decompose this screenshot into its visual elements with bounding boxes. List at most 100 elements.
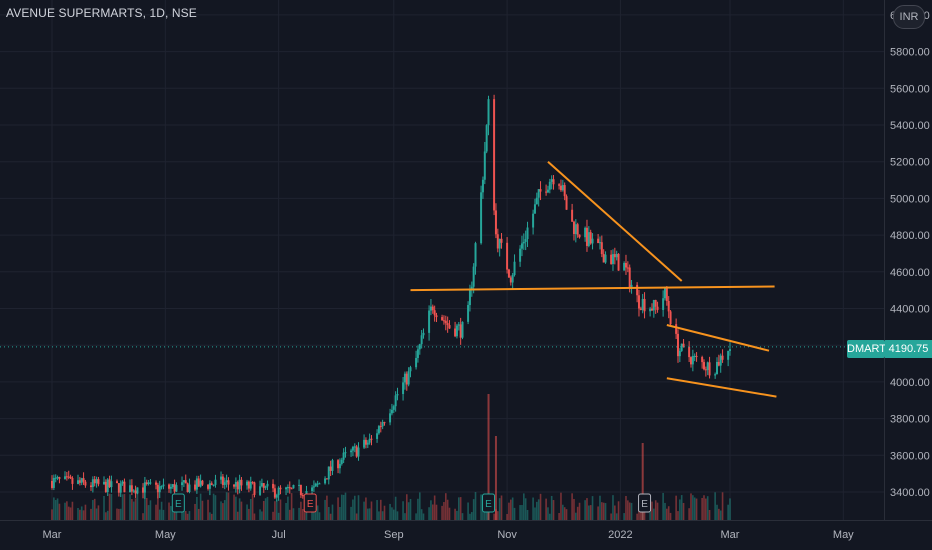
volume-bar [549,513,551,520]
volume-bar [71,501,74,520]
candle-body [207,484,210,489]
volume-bar [188,511,191,520]
candle-body [194,484,197,490]
candle-body [654,299,657,307]
candle-body [121,481,124,484]
volume-bar [207,499,209,520]
candle-body [331,460,334,471]
volume-bar [653,508,655,520]
candle-body [680,343,683,351]
volume-bar [249,498,252,520]
volume-bar [210,513,213,520]
candle-body [234,482,237,487]
candle-body [84,481,87,486]
candle-body [704,369,707,371]
candle-body [78,480,81,483]
candle-body [260,483,263,487]
price-axis[interactable]: 3400.003600.003800.004000.004200.004400.… [890,10,930,499]
candle-body [318,483,321,485]
volume-bar [108,493,111,520]
candle-body [455,325,458,337]
volume-bar [288,509,291,520]
candle-body [431,306,434,311]
candle-body [578,234,581,238]
volume-bar [448,507,451,520]
volume-bar [497,511,499,520]
candle-body [667,300,670,312]
trendline[interactable] [410,285,775,292]
earnings-marker[interactable] [638,493,652,513]
candle-body [513,261,516,276]
volume-bar [615,513,618,520]
time-axis[interactable]: Mar May Jul Sep Nov 2022 Mar May [43,529,855,541]
candle-body [602,254,605,263]
volume-bar [679,499,681,520]
candle-body [641,298,644,310]
candle-body [494,210,497,235]
candle-body [610,254,613,264]
trendlines[interactable] [410,160,777,398]
earnings-marker[interactable] [482,493,496,513]
volume-bar [510,499,512,520]
volume-bar [532,497,534,520]
volume-bar [456,510,458,520]
candle-body [80,478,83,483]
volume-bar [248,508,250,520]
volume-bar [266,496,269,520]
currency-button[interactable]: INR [893,5,925,29]
volume-bar [389,503,391,520]
volume-bar [121,494,124,520]
candle-body [444,320,447,324]
candle-body [116,481,119,484]
candle-body [383,422,386,424]
volume-bar [443,502,445,520]
last-price-badge: 4190.75 [885,340,932,358]
volume-bar [714,492,716,520]
volume-bar [415,513,417,520]
trendline[interactable] [666,377,777,398]
volume-bar [417,498,419,520]
volume-bar [66,501,68,520]
earnings-marker[interactable] [171,493,185,513]
candle-body [329,466,332,471]
trendline[interactable] [666,324,770,352]
trendline[interactable] [547,160,683,282]
volume-bar [677,511,679,520]
candle-body [572,221,575,235]
candle-body [587,232,590,246]
volume-bar [506,513,508,520]
volume-bar [513,507,516,520]
earnings-marker-label: E [485,499,492,510]
earnings-marker[interactable] [303,493,317,513]
candle-body [286,487,289,489]
volume-bar [487,394,490,520]
candle-body [298,484,301,486]
volume-bar [405,494,408,520]
candle-body [598,242,601,244]
candle-body [626,267,629,269]
candle-body [537,189,540,198]
volume-bar [253,513,256,520]
candle-body [103,481,106,485]
volume-bar [53,497,55,520]
candles [51,94,731,502]
volume-bar [355,513,358,520]
candle-body [454,328,457,337]
volume-bar [690,493,692,520]
candle-body [184,480,187,484]
volume-bar [196,496,198,520]
candle-body [119,483,122,493]
volume-bar [441,505,443,520]
candle-body [58,477,61,479]
candle-body [71,478,74,484]
volume-bar [352,499,354,520]
candle-body [129,485,132,493]
candle-body [506,242,509,270]
volume-bar [259,509,261,520]
candle-body [188,484,191,493]
volume-bar [718,508,720,520]
volume-bar [155,504,157,520]
volume-bar [327,506,330,520]
candle-body [182,480,185,483]
